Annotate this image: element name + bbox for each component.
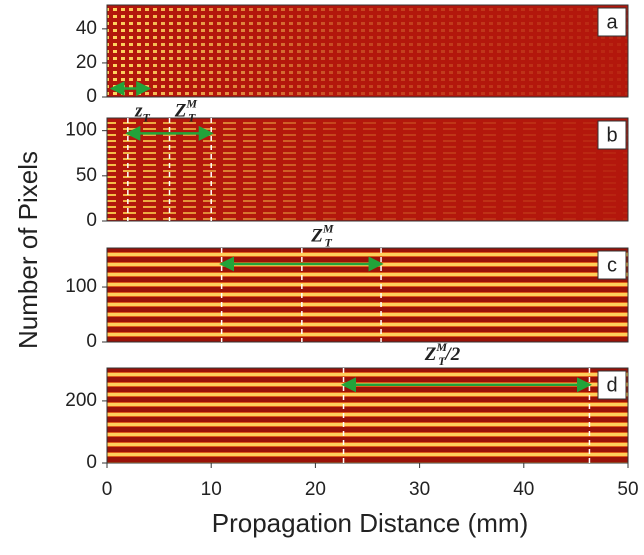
plot-frame (106, 117, 629, 222)
annotation-sup: M (322, 221, 334, 235)
annotation-sub: T (438, 354, 446, 368)
y-tick-label: 0 (86, 331, 97, 352)
x-tick-label: 20 (305, 479, 326, 500)
y-tick-label: 50 (76, 165, 97, 186)
x-axis-label: Propagation Distance (mm) (212, 508, 528, 538)
y-tick-label: 200 (65, 390, 97, 411)
panel-label-box (597, 250, 627, 280)
annotation: ZM T (310, 221, 334, 249)
annotation: ZM T (174, 96, 198, 124)
plot-frame (106, 4, 629, 98)
panel-label-box (597, 120, 627, 150)
annotation-sup: M (435, 340, 447, 354)
y-tick-label: 0 (86, 452, 97, 473)
panel-label: c (607, 254, 617, 276)
annotation: ZM T/2 (424, 340, 461, 368)
heatmap-fade (107, 5, 628, 97)
y-axis-label: Number of Pixels (13, 151, 43, 349)
annotation-base: Z (174, 101, 187, 122)
annotation-base: Z (310, 226, 323, 247)
annotation-sub: T (143, 110, 151, 124)
annotation-sub: T (325, 235, 333, 249)
annotation-sup: M (185, 96, 197, 110)
annotation-sub: T (188, 110, 196, 124)
x-tick-label: 30 (409, 479, 430, 500)
plot-frame (106, 247, 629, 343)
annotation-base: z (134, 101, 143, 122)
y-tick-label: 0 (86, 210, 97, 231)
annotation: zT (134, 101, 150, 124)
panel-label-box (597, 370, 627, 400)
x-tick-label: 40 (513, 479, 534, 500)
annotation-suffix: /2 (443, 344, 460, 365)
panel-label: b (606, 124, 617, 146)
y-tick-label: 0 (86, 86, 97, 107)
plot-frame (106, 367, 629, 464)
y-tick-label: 20 (76, 52, 97, 73)
panel-label: a (606, 11, 618, 33)
panel-label: d (606, 374, 617, 396)
x-tick-label: 0 (102, 479, 113, 500)
heatmap-image (107, 368, 628, 463)
panel-label-box (597, 7, 627, 37)
x-tick-label: 10 (201, 479, 222, 500)
x-tick-label: 50 (617, 479, 638, 500)
y-tick-label: 40 (76, 18, 97, 39)
heatmap-image (107, 248, 628, 342)
y-tick-label: 100 (65, 276, 97, 297)
y-tick-label: 100 (65, 120, 97, 141)
annotation-base: Z (424, 344, 437, 365)
